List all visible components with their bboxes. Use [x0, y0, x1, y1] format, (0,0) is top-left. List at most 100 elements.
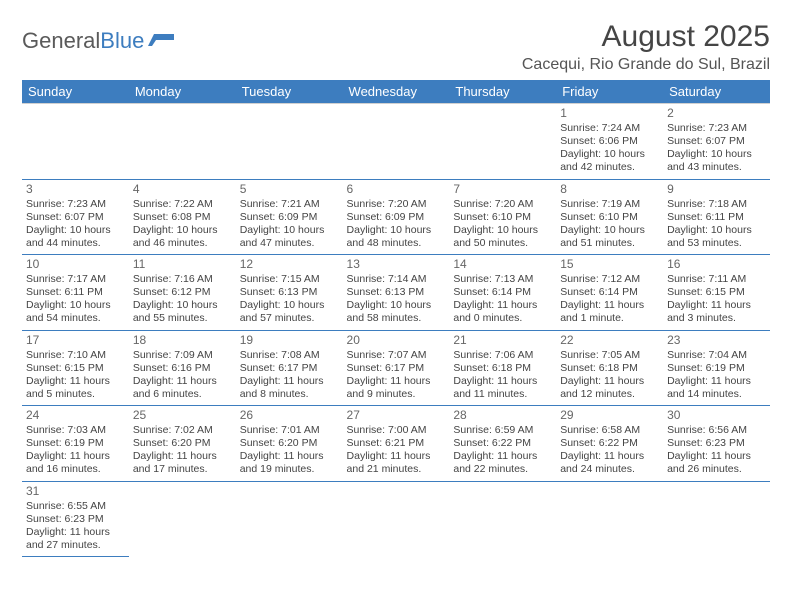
daylight-text: Daylight: 11 hours: [240, 450, 339, 463]
daylight-text: and 47 minutes.: [240, 237, 339, 250]
location: Cacequi, Rio Grande do Sul, Brazil: [522, 56, 770, 74]
logo-flag-icon: [148, 32, 174, 50]
calendar-cell: [343, 104, 450, 180]
calendar-cell: 18Sunrise: 7:09 AMSunset: 6:16 PMDayligh…: [129, 330, 236, 406]
calendar-header-row: SundayMondayTuesdayWednesdayThursdayFrid…: [22, 80, 770, 104]
sunset-text: Sunset: 6:14 PM: [560, 286, 659, 299]
sunrise-text: Sunrise: 7:00 AM: [347, 424, 446, 437]
sunset-text: Sunset: 6:10 PM: [560, 211, 659, 224]
day-number: 21: [453, 333, 552, 348]
daylight-text: and 19 minutes.: [240, 463, 339, 476]
day-number: 14: [453, 257, 552, 272]
daylight-text: and 27 minutes.: [26, 539, 125, 552]
calendar-cell: 23Sunrise: 7:04 AMSunset: 6:19 PMDayligh…: [663, 330, 770, 406]
calendar-cell: 4Sunrise: 7:22 AMSunset: 6:08 PMDaylight…: [129, 179, 236, 255]
day-header: Thursday: [449, 80, 556, 104]
day-number: 16: [667, 257, 766, 272]
daylight-text: Daylight: 11 hours: [26, 450, 125, 463]
day-number: 20: [347, 333, 446, 348]
calendar-cell: 12Sunrise: 7:15 AMSunset: 6:13 PMDayligh…: [236, 255, 343, 331]
daylight-text: Daylight: 11 hours: [26, 526, 125, 539]
daylight-text: Daylight: 11 hours: [133, 375, 232, 388]
day-number: 19: [240, 333, 339, 348]
day-number: 7: [453, 182, 552, 197]
header: GeneralBlue August 2025 Cacequi, Rio Gra…: [22, 20, 770, 74]
calendar-cell: 3Sunrise: 7:23 AMSunset: 6:07 PMDaylight…: [22, 179, 129, 255]
sunset-text: Sunset: 6:11 PM: [667, 211, 766, 224]
day-number: 2: [667, 106, 766, 121]
sunrise-text: Sunrise: 6:55 AM: [26, 500, 125, 513]
daylight-text: Daylight: 11 hours: [667, 375, 766, 388]
sunset-text: Sunset: 6:12 PM: [133, 286, 232, 299]
day-number: 27: [347, 408, 446, 423]
title-block: August 2025 Cacequi, Rio Grande do Sul, …: [522, 20, 770, 74]
sunset-text: Sunset: 6:18 PM: [560, 362, 659, 375]
daylight-text: and 46 minutes.: [133, 237, 232, 250]
daylight-text: and 14 minutes.: [667, 388, 766, 401]
day-header: Sunday: [22, 80, 129, 104]
daylight-text: Daylight: 10 hours: [560, 148, 659, 161]
sunrise-text: Sunrise: 7:14 AM: [347, 273, 446, 286]
daylight-text: Daylight: 10 hours: [26, 299, 125, 312]
calendar-cell: 22Sunrise: 7:05 AMSunset: 6:18 PMDayligh…: [556, 330, 663, 406]
sunrise-text: Sunrise: 7:05 AM: [560, 349, 659, 362]
sunset-text: Sunset: 6:19 PM: [26, 437, 125, 450]
daylight-text: and 3 minutes.: [667, 312, 766, 325]
daylight-text: Daylight: 11 hours: [347, 450, 446, 463]
sunset-text: Sunset: 6:16 PM: [133, 362, 232, 375]
sunset-text: Sunset: 6:09 PM: [347, 211, 446, 224]
day-number: 15: [560, 257, 659, 272]
calendar-week: 1Sunrise: 7:24 AMSunset: 6:06 PMDaylight…: [22, 104, 770, 180]
calendar-week: 10Sunrise: 7:17 AMSunset: 6:11 PMDayligh…: [22, 255, 770, 331]
calendar-table: SundayMondayTuesdayWednesdayThursdayFrid…: [22, 80, 770, 557]
day-header: Wednesday: [343, 80, 450, 104]
logo-text-part1: General: [22, 28, 100, 54]
sunset-text: Sunset: 6:14 PM: [453, 286, 552, 299]
sunset-text: Sunset: 6:06 PM: [560, 135, 659, 148]
sunset-text: Sunset: 6:07 PM: [667, 135, 766, 148]
daylight-text: and 0 minutes.: [453, 312, 552, 325]
daylight-text: and 42 minutes.: [560, 161, 659, 174]
sunrise-text: Sunrise: 6:59 AM: [453, 424, 552, 437]
calendar-cell: 2Sunrise: 7:23 AMSunset: 6:07 PMDaylight…: [663, 104, 770, 180]
daylight-text: and 16 minutes.: [26, 463, 125, 476]
sunrise-text: Sunrise: 7:15 AM: [240, 273, 339, 286]
daylight-text: and 5 minutes.: [26, 388, 125, 401]
sunrise-text: Sunrise: 7:23 AM: [26, 198, 125, 211]
daylight-text: Daylight: 10 hours: [667, 224, 766, 237]
daylight-text: and 57 minutes.: [240, 312, 339, 325]
calendar-week: 24Sunrise: 7:03 AMSunset: 6:19 PMDayligh…: [22, 406, 770, 482]
calendar-cell: 28Sunrise: 6:59 AMSunset: 6:22 PMDayligh…: [449, 406, 556, 482]
calendar-cell: [236, 481, 343, 557]
daylight-text: and 44 minutes.: [26, 237, 125, 250]
daylight-text: and 26 minutes.: [667, 463, 766, 476]
calendar-cell: [129, 481, 236, 557]
daylight-text: and 21 minutes.: [347, 463, 446, 476]
month-title: August 2025: [522, 20, 770, 54]
calendar-cell: 6Sunrise: 7:20 AMSunset: 6:09 PMDaylight…: [343, 179, 450, 255]
sunset-text: Sunset: 6:19 PM: [667, 362, 766, 375]
daylight-text: Daylight: 11 hours: [560, 375, 659, 388]
calendar-cell: 30Sunrise: 6:56 AMSunset: 6:23 PMDayligh…: [663, 406, 770, 482]
daylight-text: Daylight: 11 hours: [240, 375, 339, 388]
day-number: 11: [133, 257, 232, 272]
sunrise-text: Sunrise: 7:03 AM: [26, 424, 125, 437]
daylight-text: Daylight: 10 hours: [347, 224, 446, 237]
calendar-cell: 29Sunrise: 6:58 AMSunset: 6:22 PMDayligh…: [556, 406, 663, 482]
day-number: 8: [560, 182, 659, 197]
sunset-text: Sunset: 6:23 PM: [667, 437, 766, 450]
daylight-text: and 22 minutes.: [453, 463, 552, 476]
sunset-text: Sunset: 6:17 PM: [240, 362, 339, 375]
daylight-text: Daylight: 10 hours: [133, 299, 232, 312]
day-number: 25: [133, 408, 232, 423]
calendar-cell: [129, 104, 236, 180]
sunrise-text: Sunrise: 7:13 AM: [453, 273, 552, 286]
daylight-text: and 51 minutes.: [560, 237, 659, 250]
calendar-cell: [236, 104, 343, 180]
day-number: 22: [560, 333, 659, 348]
calendar-body: 1Sunrise: 7:24 AMSunset: 6:06 PMDaylight…: [22, 104, 770, 557]
logo: GeneralBlue: [22, 28, 174, 54]
calendar-cell: 11Sunrise: 7:16 AMSunset: 6:12 PMDayligh…: [129, 255, 236, 331]
sunset-text: Sunset: 6:22 PM: [560, 437, 659, 450]
daylight-text: and 9 minutes.: [347, 388, 446, 401]
